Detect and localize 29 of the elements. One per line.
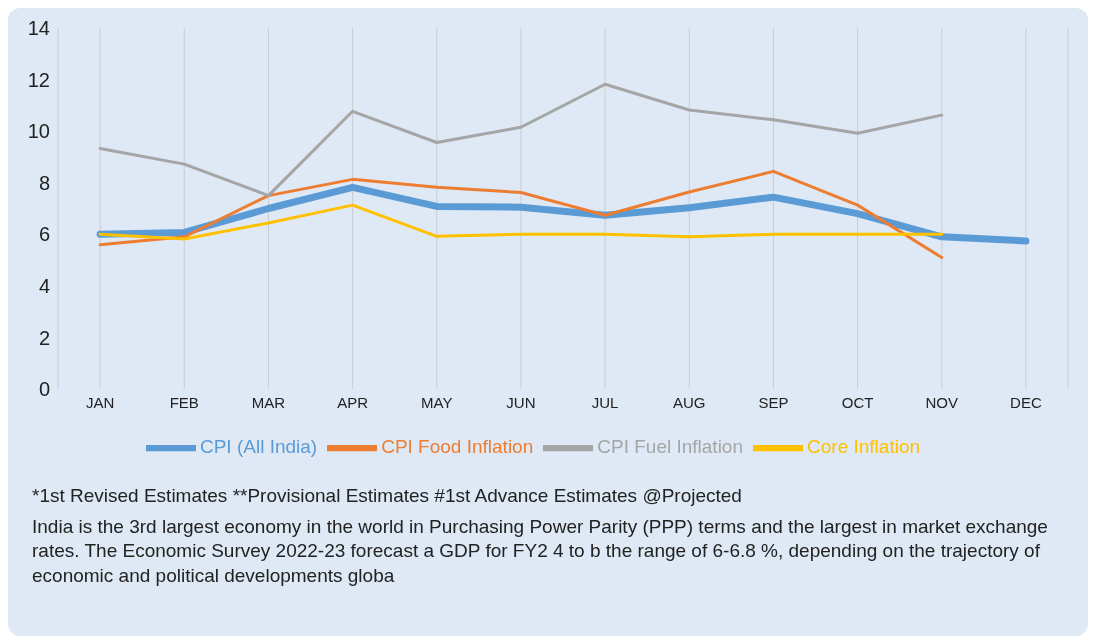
text: *1st Revised Estimates **Provisional Estimates #1st Advance Estimates @Projected <box>32 484 743 508</box>
line-series <box>98 203 944 241</box>
x-tick-label: OCT <box>841 393 874 411</box>
legend-label: CPI (All India) <box>199 436 318 458</box>
y-tick-label: 8 <box>38 171 50 194</box>
x-tick-label: SEP <box>758 393 789 411</box>
x-tick-label: APR <box>337 393 369 411</box>
y-tick-label: 12 <box>27 68 50 91</box>
y-tick-label: 14 <box>27 17 50 40</box>
y-tick-label: 2 <box>38 326 50 349</box>
legend-label: Core Inflation <box>807 436 921 458</box>
line-series <box>98 169 944 259</box>
x-tick-label: JUN <box>506 393 536 411</box>
legend-label: CPI Food Inflation <box>381 436 534 458</box>
x-tick-label: JAN <box>85 393 115 411</box>
line-series <box>98 82 944 198</box>
legend-label: CPI Fuel Inflation <box>597 436 744 458</box>
y-tick-label: 10 <box>27 120 50 143</box>
y-tick-label: 4 <box>38 274 50 297</box>
x-tick-label: MAR <box>251 393 286 411</box>
x-tick-label: AUG <box>672 393 706 411</box>
x-tick-label: MAY <box>421 393 453 411</box>
y-tick-label: 6 <box>38 223 50 246</box>
x-tick-label: DEC <box>1010 393 1042 411</box>
text: India is the 3rd largest economy in the world in Purchasing Power Parity (PPP) terms and the largest in market exchange rates. The Economic Survey 2022-23 forecast a GDP for FY2 4 to b the range of 6-6.8 %, depending on the trajectory of economic and political developments globa <box>32 514 1049 589</box>
x-tick-label: FEB <box>169 393 199 411</box>
x-tick-label: NOV <box>925 393 959 411</box>
y-tick-label: 0 <box>38 378 50 401</box>
x-tick-label: JUL <box>591 393 619 411</box>
